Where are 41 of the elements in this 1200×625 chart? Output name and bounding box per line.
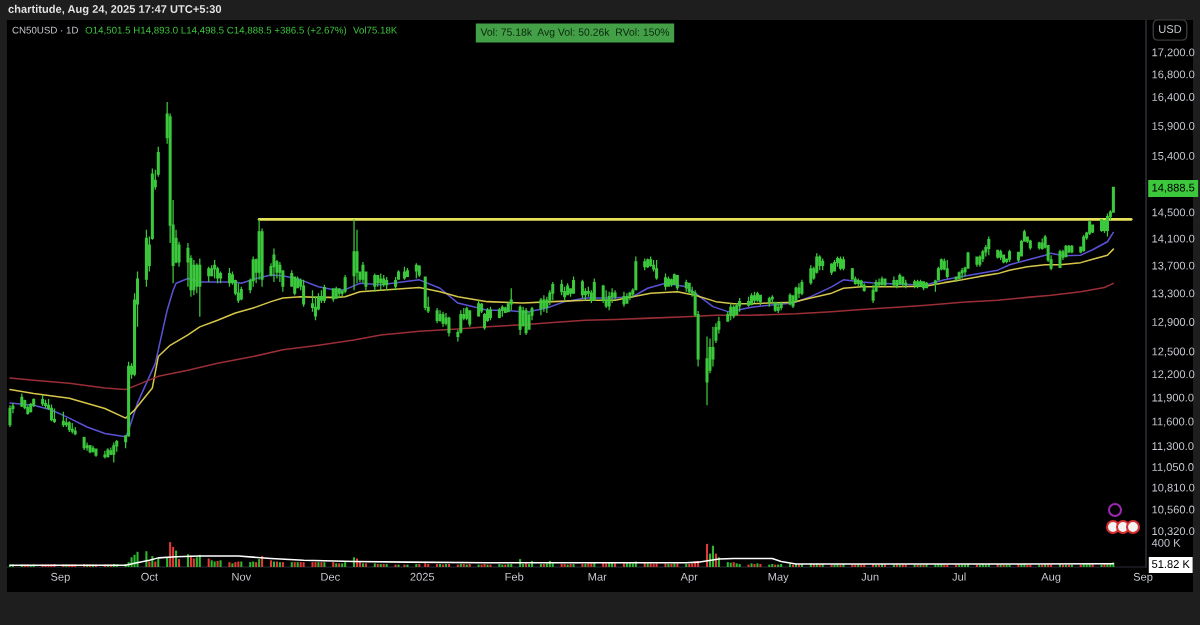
- y-tick-label: 15,400.0: [1152, 152, 1195, 162]
- y-tick-label: 14,100.0: [1152, 234, 1195, 244]
- y-tick-label: 16,400.0: [1152, 93, 1195, 103]
- annotation: O14,501.5 H14,893.0 L14,498.5 C14,888.5 +386.5 (+2.67%): [85, 26, 347, 36]
- y2-tick-label: 400 K: [1151, 538, 1181, 547]
- x-tick-label: Dec: [321, 572, 340, 581]
- y-tick-label: 13,300.0: [1152, 289, 1195, 299]
- y-tick-label: 10,810.0: [1152, 483, 1195, 493]
- x-tick-label: Jul: [952, 572, 966, 581]
- text: USD: [1159, 25, 1182, 33]
- x-tick-label: Aug: [1041, 572, 1061, 583]
- y-tick-label: 12,500.0: [1152, 347, 1195, 357]
- y-tick-label: 11,300.0: [1152, 442, 1194, 452]
- x-tick-label: Mar: [588, 572, 607, 581]
- y-tick-label: 11,600.0: [1152, 417, 1194, 427]
- x-tick-label: Jun: [861, 572, 879, 581]
- y-tick-label: 12,200.0: [1152, 370, 1195, 380]
- annotation: Vol75.18K: [353, 26, 398, 34]
- chart-title: chartitude, Aug 24, 2025 17:47 UTC+5:30: [8, 4, 222, 16]
- annotation: Vol: 75.18k Avg Vol: 50.26k RVol: 150%: [480, 28, 670, 38]
- x-tick-label: 2025: [410, 572, 435, 581]
- x-tick-label: Sep: [1133, 572, 1153, 583]
- x-tick-label: Sep: [51, 572, 70, 583]
- y-tick-label: 10,320.0: [1152, 527, 1195, 537]
- y-tick-label: 14,888.5: [1152, 183, 1195, 193]
- text: CN50USD · 1D: [12, 26, 78, 34]
- x-tick-label: Oct: [141, 572, 158, 581]
- x-tick-label: Apr: [680, 572, 698, 583]
- x-tick-label: May: [768, 572, 789, 583]
- y-tick-label: 10,560.0: [1152, 505, 1195, 515]
- x-tick-label: Nov: [232, 572, 252, 581]
- y-tick-label: 15,900.0: [1152, 122, 1195, 132]
- y-tick-label: 12,900.0: [1152, 318, 1195, 328]
- x-tick-label: Feb: [505, 572, 524, 581]
- y-tick-label: 17,200.0: [1152, 48, 1195, 58]
- y-tick-label: 14,500.0: [1152, 208, 1195, 218]
- y-tick-label: 11,900.0: [1152, 393, 1194, 403]
- y-tick-label: 11,050.0: [1152, 463, 1194, 473]
- y-tick-label: 13,700.0: [1152, 261, 1195, 271]
- y2-tick-label: 51.82 K: [1152, 560, 1190, 568]
- y-tick-label: 16,800.0: [1152, 70, 1195, 80]
